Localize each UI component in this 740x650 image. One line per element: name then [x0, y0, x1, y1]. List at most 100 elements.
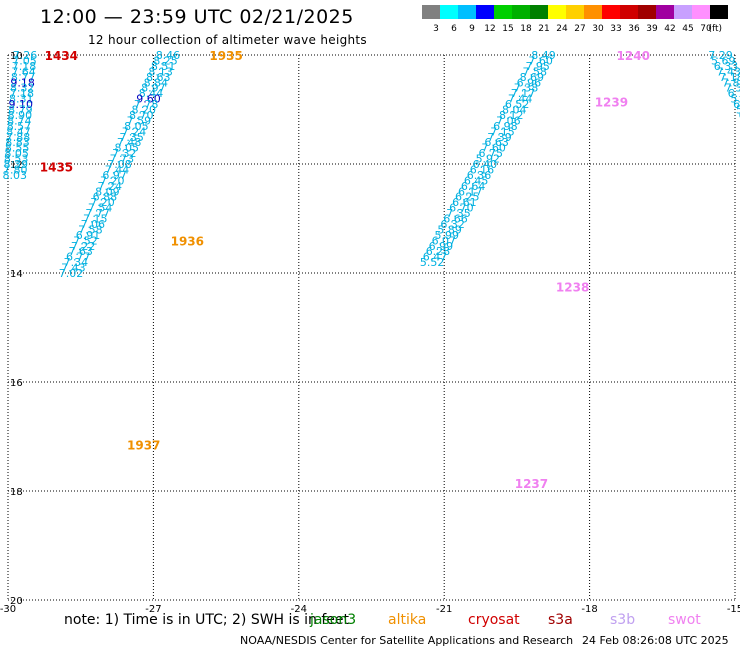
wave-height-value: 7.48 — [117, 136, 142, 149]
lat-tick-label: 18 — [10, 487, 23, 498]
legend-label: 3 — [433, 24, 439, 34]
wave-height-value: 8.79 — [8, 104, 33, 117]
wave-height-value: 6.45 — [464, 174, 489, 187]
wave-height-value: 6.33 — [714, 60, 739, 73]
wave-height-value: 7.24 — [122, 125, 147, 138]
wave-height-value: 7.35 — [446, 207, 471, 220]
wave-height-value: 7.64 — [11, 65, 36, 78]
wave-height-value: 6.91 — [76, 229, 101, 242]
legend-swatch — [692, 5, 710, 19]
pass-time-label: 1935 — [209, 49, 242, 63]
wave-height-value: 8.32 — [10, 82, 35, 95]
wave-height-value: 8.47 — [6, 125, 31, 138]
wave-height-value: 7.06 — [81, 218, 106, 231]
legend-label: 9 — [469, 24, 475, 34]
wave-height-value: 9.60 — [136, 93, 161, 106]
wave-height-value: 5.66 — [730, 93, 740, 106]
wave-height-values: 7.267.057.187.648.779.188.327.188.319.10… — [3, 49, 740, 280]
wave-height-value: 7.44 — [508, 93, 533, 106]
wave-height-value: 7.87 — [722, 76, 740, 89]
satellite-cryosat: cryosat — [468, 612, 520, 628]
satellite-jason3: jason3 — [310, 612, 357, 628]
pass-time-label: 1937 — [127, 439, 160, 453]
wave-height-value: 5.71 — [736, 104, 740, 117]
legend-label: 33 — [610, 24, 621, 34]
wave-height-value: 5.92 — [476, 153, 501, 166]
credit-line: NOAA/NESDIS Center for Satellite Applica… — [240, 634, 574, 647]
wave-height-value: 7.59 — [127, 114, 152, 127]
wave-height-value: 5.69 — [711, 54, 736, 67]
wave-height-value: 6.77 — [66, 251, 91, 264]
wave-height-value: 6.40 — [473, 158, 498, 171]
legend-swatch — [440, 5, 458, 19]
wave-height-value: 7.54 — [88, 202, 113, 215]
wave-height-value: 8.46 — [156, 49, 181, 62]
wave-height-value: 6.75 — [479, 147, 504, 160]
wave-height-value: 6.25 — [455, 191, 480, 204]
wave-height-value: 8.90 — [8, 109, 33, 122]
wave-height-value: 6.88 — [93, 191, 118, 204]
time-labels: 1434143519351936193712401239123812372 — [40, 49, 650, 491]
legend-label: 24 — [556, 24, 568, 34]
legend-label: 36 — [628, 24, 640, 34]
pass-time-label: 1238 — [556, 281, 589, 295]
lon-tick-label: -18 — [581, 604, 597, 615]
wave-height-value: 6.52 — [505, 98, 530, 111]
legend-swatch — [530, 5, 548, 19]
legend-swatch — [674, 5, 692, 19]
wave-height-value: 6.32 — [440, 218, 465, 231]
lat-tick-label: 16 — [10, 378, 23, 389]
wave-height-value: 8.74 — [7, 114, 32, 127]
wave-height-value: 7.58 — [78, 223, 103, 236]
wave-height-value: 8.77 — [11, 71, 36, 84]
wave-height-value: 6.99 — [429, 240, 454, 253]
footer-note: note: 1) Time is in UTC; 2) SWH is in fe… — [64, 612, 350, 628]
legend-label: 42 — [664, 24, 675, 34]
legend-swatch — [584, 5, 602, 19]
page-subtitle: 12 hour collection of altimeter wave hei… — [88, 33, 367, 47]
wave-height-value: 8.83 — [5, 136, 30, 149]
wave-height-value: 6.12 — [728, 87, 740, 100]
wave-height-value: 8.55 — [5, 142, 30, 155]
lat-tick-label: 14 — [10, 269, 23, 280]
wave-height-value: 7.05 — [12, 54, 37, 67]
generated-timestamp: 24 Feb 08:26:08 UTC 2025 — [582, 634, 729, 647]
wave-height-value: 7.60 — [481, 142, 506, 155]
legend-label: 39 — [646, 24, 658, 34]
wave-height-value: 8.49 — [531, 49, 556, 62]
wave-height-value: 7.08 — [107, 158, 132, 171]
wave-height-value: 8.84 — [144, 76, 169, 89]
lon-tick-label: -21 — [436, 604, 452, 615]
wave-height-value: 7.26 — [13, 49, 38, 62]
wave-height-value: 8.70 — [129, 109, 154, 122]
wave-height-value: 7.18 — [9, 87, 34, 100]
legend-swatch — [548, 5, 566, 19]
wave-height-value: 5.99 — [435, 229, 460, 242]
wave-height-value: 8.05 — [4, 147, 29, 160]
legend-swatch — [512, 5, 530, 19]
lon-tick-label: -27 — [145, 604, 161, 615]
wave-height-value: 7.95 — [525, 60, 550, 73]
lat-tick-label: 20 — [10, 596, 23, 607]
wave-height-value: 7.77 — [85, 207, 110, 220]
wave-height-value: 7.88 — [6, 131, 31, 144]
wave-height-value: 6.17 — [458, 185, 483, 198]
wave-height-value: 7.39 — [487, 131, 512, 144]
wave-height-value: 6.61 — [452, 196, 477, 209]
page-title: 12:00 — 23:59 UTC 02/21/2025 — [40, 6, 354, 28]
legend-label: 15 — [502, 24, 513, 34]
legend-swatch — [656, 5, 674, 19]
pass-time-label: 1240 — [617, 49, 650, 63]
wave-height-value: 7.63 — [68, 245, 93, 258]
legend-swatch — [476, 5, 494, 19]
legend-swatch — [710, 5, 728, 19]
wave-height-value: 7.20 — [100, 174, 125, 187]
wave-height-value: 5.89 — [437, 223, 462, 236]
legend-unit: (ft) — [708, 24, 722, 34]
wave-height-value: 8.03 — [3, 169, 28, 182]
wave-height-value: 6.28 — [426, 245, 451, 258]
wave-height-value: 8.13 — [148, 65, 173, 78]
wave-height-value: 8.53 — [4, 153, 29, 166]
wave-height-value: 7.60 — [528, 54, 553, 67]
wave-height-value: 7.35 — [119, 131, 144, 144]
